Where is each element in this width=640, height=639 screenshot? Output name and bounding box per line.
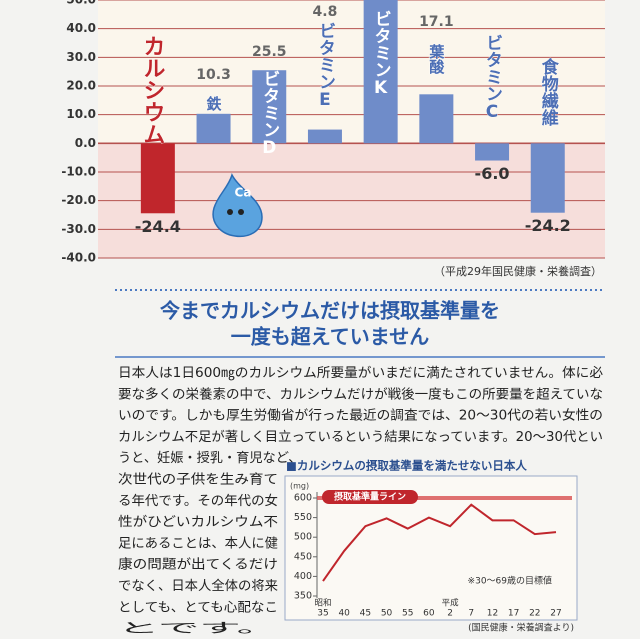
y-tick-label: -40.0 bbox=[61, 251, 96, 265]
heading: 今までカルシウムだけは摂取基準量を bbox=[160, 299, 500, 323]
reference-label: 摂取基準量ライン bbox=[334, 491, 406, 503]
bar bbox=[307, 129, 342, 144]
x-tick-label: 35 bbox=[317, 609, 328, 619]
category-label: 鉄 bbox=[205, 95, 223, 112]
x-tick-label: 45 bbox=[360, 609, 371, 619]
body-line: うと、妊娠・授乳・育児など、 bbox=[118, 450, 301, 466]
bar bbox=[363, 0, 398, 144]
y-tick-label: 550 bbox=[294, 512, 312, 523]
y-tick-label: 0.0 bbox=[75, 136, 96, 150]
x-tick-label: 7 bbox=[468, 609, 474, 619]
body-line: 次世代の子供を生み育て bbox=[118, 472, 278, 488]
plot-bg-positive bbox=[98, 0, 605, 144]
category-label: ビタミンK bbox=[371, 10, 391, 98]
value-label: 17.1 bbox=[419, 14, 454, 30]
reference-badge bbox=[322, 490, 418, 504]
category-label: ビタミンC bbox=[482, 34, 502, 122]
heading: 一度も超えていません bbox=[231, 325, 429, 349]
x-tick-label: 50 bbox=[381, 609, 393, 619]
y-unit: (mg) bbox=[290, 482, 309, 491]
mascot bbox=[212, 173, 263, 238]
body-line: としても、とても心配なこ bbox=[118, 599, 278, 615]
y-tick-label: -20.0 bbox=[61, 193, 96, 207]
value-label: -6.0 bbox=[475, 164, 510, 183]
body-line: いのです。しかも厚生労働省が行った最近の調査では、20～30代の若い女性の bbox=[118, 407, 603, 424]
bar bbox=[530, 143, 565, 213]
y-tick-label: -10.0 bbox=[61, 165, 96, 179]
body-line: 日本人は1日600㎎のカルシウム所要量がいまだに満たされていません。体に必 bbox=[118, 365, 603, 381]
body-line: る年代です。その年代の女 bbox=[118, 492, 278, 509]
bar bbox=[419, 94, 454, 144]
x-tick-label: 60 bbox=[423, 609, 435, 619]
y-tick-label: 600 bbox=[294, 493, 312, 504]
body-line: 性がひどいカルシウム不 bbox=[118, 514, 278, 530]
y-tick-label: 10.0 bbox=[66, 107, 96, 121]
bar bbox=[252, 70, 287, 144]
x-tick-label: 55 bbox=[402, 609, 413, 619]
y-tick-label: 50.0 bbox=[66, 0, 96, 7]
y-tick-label: 450 bbox=[294, 551, 312, 562]
y-tick-label: 30.0 bbox=[66, 50, 96, 64]
x-tick-label: 17 bbox=[508, 609, 519, 619]
category-label: 葉酸 bbox=[427, 43, 445, 75]
bar bbox=[196, 113, 231, 144]
value-label: 10.3 bbox=[196, 67, 231, 83]
body-line: でなく、日本人全体の将来 bbox=[118, 577, 278, 594]
category-label: ビタミンD bbox=[259, 70, 279, 158]
source: （平成29年国民健康・栄養調査） bbox=[434, 264, 602, 278]
chart-title: ■カルシウムの摂取基準量を満たせない日本人 bbox=[286, 459, 527, 473]
x-tick-label: 2 bbox=[447, 609, 453, 619]
body-line: カルシウム不足が著しく目立っているという結果になっています。20～30代とい bbox=[118, 429, 603, 445]
body-line: とです。 bbox=[118, 621, 278, 637]
source: (国民健康・栄養調査より) bbox=[468, 622, 574, 634]
x-tick-label: 22 bbox=[529, 609, 540, 619]
y-tick-label: 350 bbox=[294, 591, 312, 602]
category-label: カルシウム bbox=[139, 35, 164, 145]
y-tick-label: 20.0 bbox=[66, 79, 96, 93]
category-label: ビタミンE bbox=[315, 22, 335, 110]
body-line: 足にあることは、本人に健 bbox=[118, 535, 278, 551]
y-tick-label: 500 bbox=[294, 532, 312, 543]
mascot-eye bbox=[238, 209, 244, 215]
y-tick-label: 400 bbox=[294, 571, 312, 582]
mascot-label: Ca bbox=[235, 186, 252, 200]
era-label: 平成 bbox=[442, 598, 460, 609]
value-label: -24.2 bbox=[525, 216, 571, 235]
bar bbox=[140, 143, 175, 214]
category-label: 食物繊維 bbox=[538, 57, 559, 127]
x-tick-label: 40 bbox=[338, 609, 350, 619]
x-tick-label: 27 bbox=[550, 609, 561, 619]
value-label: -24.4 bbox=[135, 217, 181, 236]
y-tick-label: 40.0 bbox=[66, 21, 96, 35]
x-tick-label: 12 bbox=[487, 609, 498, 619]
value-label: 4.8 bbox=[313, 4, 338, 20]
body-line: 要な多くの栄養素の中で、カルシウムだけが戦後一度もこの所要量を超えていな bbox=[118, 385, 603, 402]
mascot-eye bbox=[227, 209, 233, 215]
bar bbox=[475, 143, 510, 161]
body-line: 康の問題が出てくるだけ bbox=[118, 556, 278, 573]
y-tick-label: -30.0 bbox=[61, 222, 96, 236]
note: ※30～69歳の目標値 bbox=[468, 575, 552, 587]
value-label: 25.5 bbox=[252, 44, 287, 60]
data-line bbox=[322, 503, 557, 582]
era-label: 昭和 bbox=[314, 599, 331, 609]
